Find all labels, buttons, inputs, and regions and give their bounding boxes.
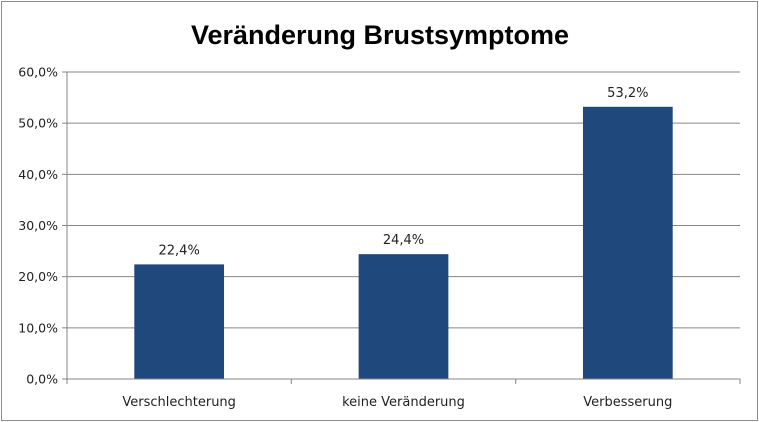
bar [358, 254, 449, 379]
bars [134, 106, 673, 379]
data-label: 24,4% [383, 233, 424, 248]
bar [582, 106, 673, 379]
bar [134, 264, 225, 379]
y-tick-label: 10,0% [18, 320, 58, 335]
data-label: 53,2% [607, 86, 648, 101]
data-labels: 22,4% 24,4% 53,2% [159, 86, 649, 259]
y-axis-ticks: 0,0% 10,0% 20,0% 30,0% 40,0% 50,0% 60,0% [18, 65, 67, 387]
axes [66, 72, 741, 384]
y-tick-label: 0,0% [26, 372, 58, 387]
x-category-label: Verbesserung [583, 395, 672, 410]
y-tick-label: 50,0% [18, 116, 58, 131]
y-tick-label: 20,0% [18, 269, 58, 284]
chart-title: Veränderung Brustsymptome [191, 20, 569, 50]
x-category-label: keine Veränderung [342, 395, 465, 410]
y-tick-label: 40,0% [18, 167, 58, 182]
y-tick-label: 30,0% [18, 218, 58, 233]
y-tick-label: 60,0% [18, 65, 58, 80]
x-axis-categories: Verschlechterung keine Veränderung Verbess… [122, 395, 672, 410]
x-category-label: Verschlechterung [122, 395, 236, 410]
data-label: 22,4% [159, 243, 200, 258]
